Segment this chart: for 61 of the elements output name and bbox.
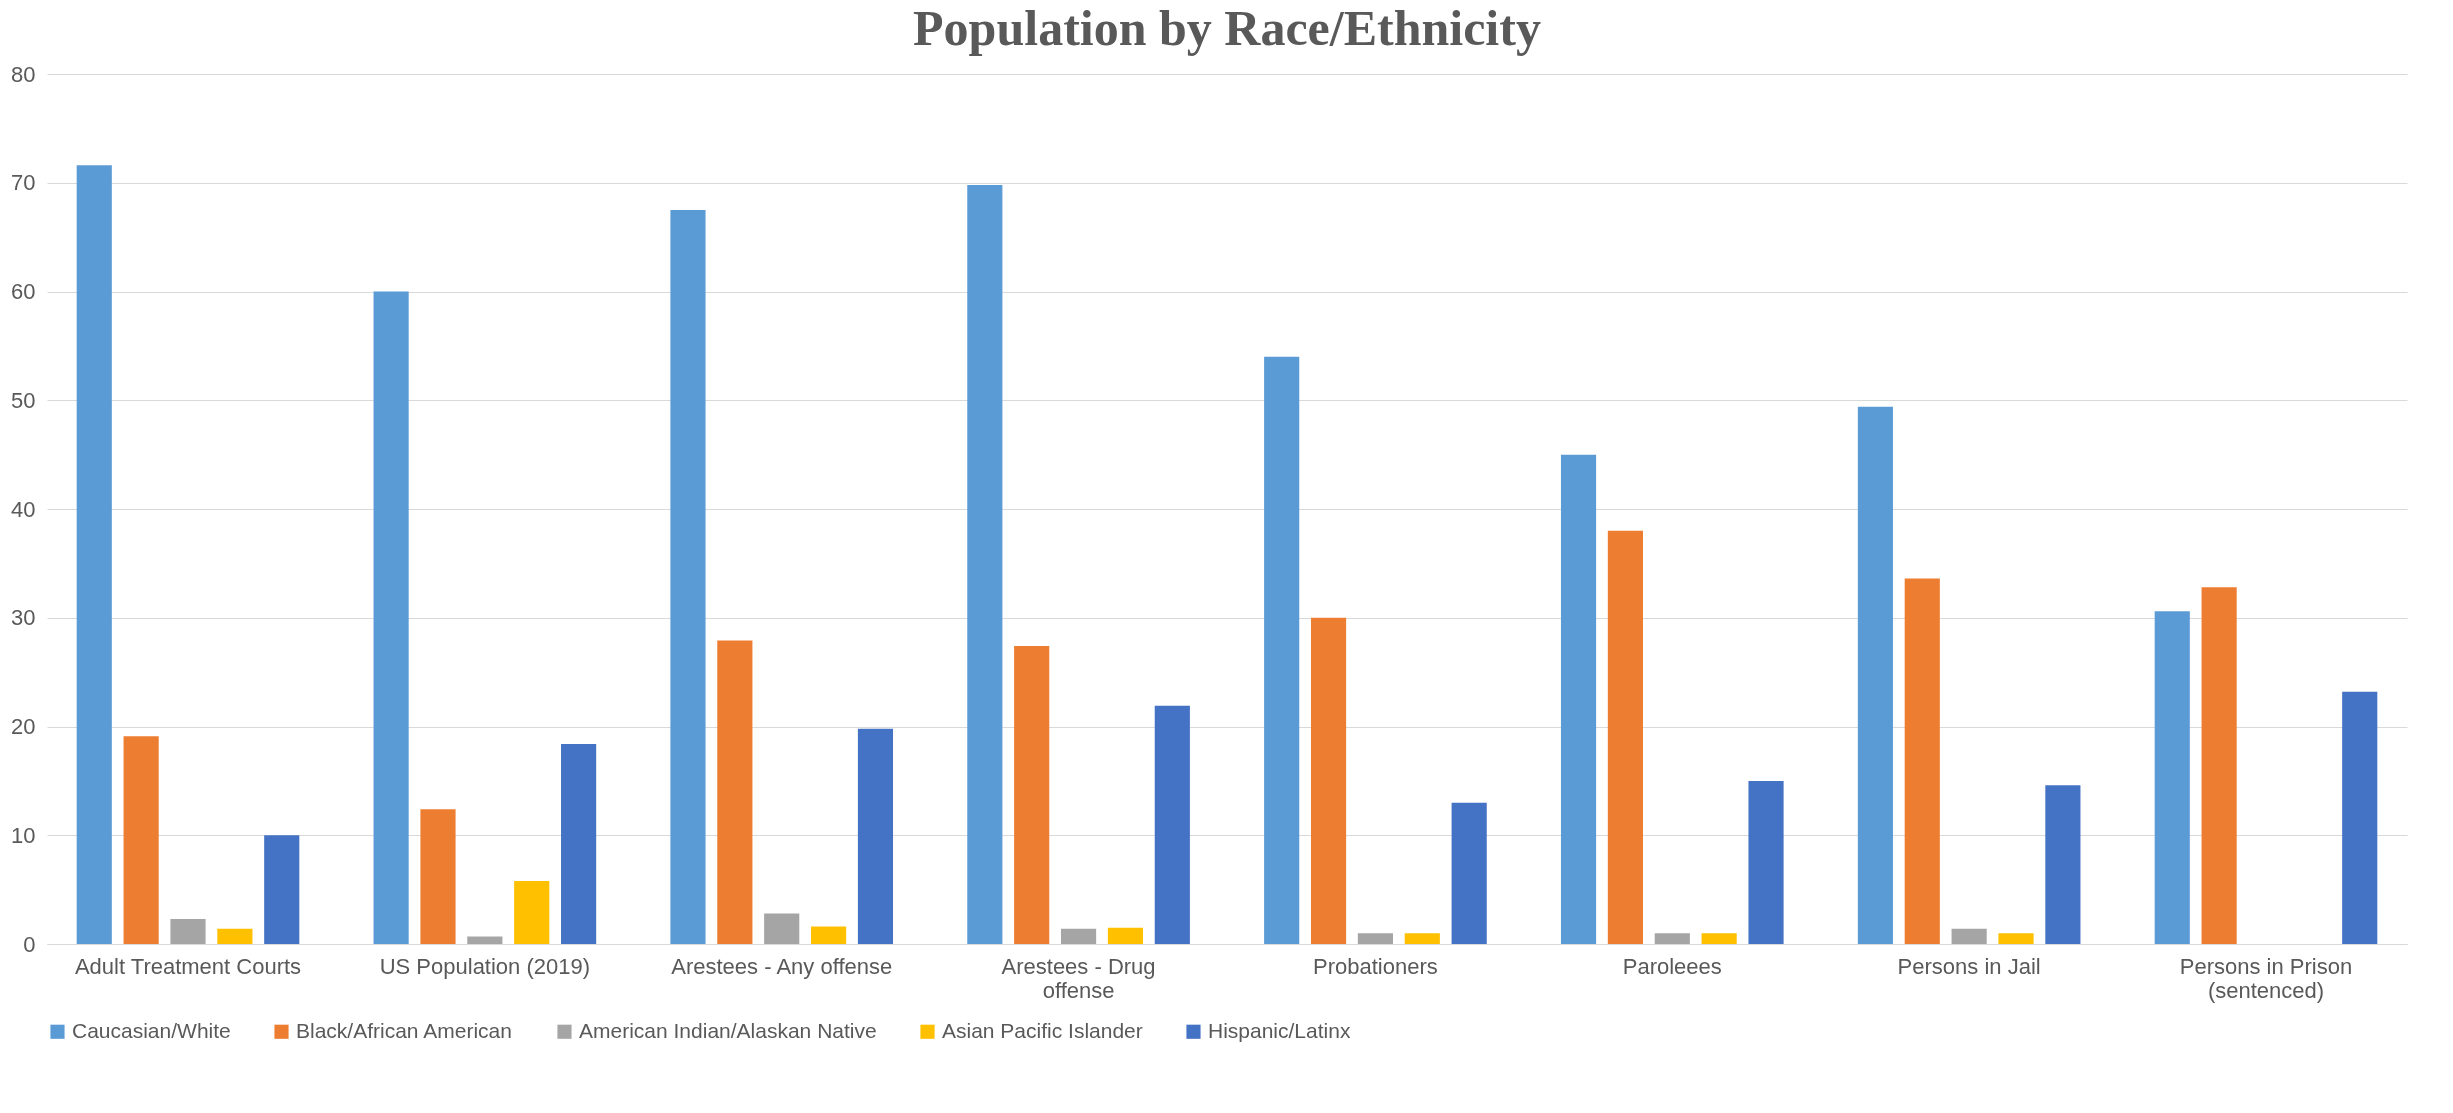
bar [1107,927,1144,944]
bar [1014,646,1050,944]
x-tick-label: Persons in Prison (sentenced) [2179,953,2353,1003]
legend-label: Asian Pacific Islander [942,1018,1143,1042]
bar [717,640,753,944]
bar [1154,705,1190,944]
bar [123,736,159,944]
bar [76,165,112,944]
bar [1654,933,1690,944]
bar [217,928,253,944]
y-tick-label: 40 [11,496,36,522]
bar [967,184,1003,944]
y-tick-label: 70 [11,170,36,196]
bar [2154,611,2190,944]
bar [1857,406,1893,944]
x-tick-label: Paroleees [1622,953,1722,979]
x-tick-label: US Population (2019) [379,953,591,979]
x-tick-label: Probationers [1313,953,1438,979]
bar [670,209,706,944]
bar [2342,691,2378,944]
bar [1748,780,1784,944]
bar [1451,802,1487,944]
bar [2201,587,2237,944]
y-tick-label: 80 [11,61,36,87]
bar [2045,785,2081,944]
y-tick-label: 10 [11,822,36,848]
bar [811,926,847,944]
bar [1310,617,1347,944]
bar [1998,933,2034,944]
legend-label: Caucasian/White [72,1018,231,1042]
x-tick-label: Persons in Jail [1897,953,2041,979]
x-tick-label: Arestees - Drug offense [1001,953,1156,1003]
bar [264,835,300,944]
y-tick-label: 20 [11,714,36,739]
bar [514,880,550,944]
y-tick-label: 50 [11,387,36,413]
bar [1560,454,1597,944]
bar [1701,933,1737,944]
bar [420,809,456,944]
bar [170,918,206,944]
y-tick-label: 60 [11,279,36,304]
legend-label: Hispanic/Latinx [1208,1018,1351,1042]
x-tick-label: Adult Treatment Courts [74,953,302,979]
bar [764,913,800,944]
bar [1357,933,1393,944]
bar [467,936,503,944]
bar [561,743,597,944]
bar [373,291,409,944]
chart-title: Population by Race/Ethnicity [913,0,1541,56]
bar [857,728,894,944]
bar [1607,530,1643,944]
legend-label: Black/African American [296,1018,512,1042]
y-tick-label: 30 [11,605,36,631]
bar [1404,933,1440,944]
y-tick-label: 0 [23,931,36,957]
x-tick-label: Arestees - Any offense [671,953,893,979]
bar [1951,928,1987,944]
bar [1904,578,1940,944]
bar [1061,928,1097,944]
bar [1264,356,1300,944]
legend-label: American Indian/Alaskan Native [579,1018,877,1042]
